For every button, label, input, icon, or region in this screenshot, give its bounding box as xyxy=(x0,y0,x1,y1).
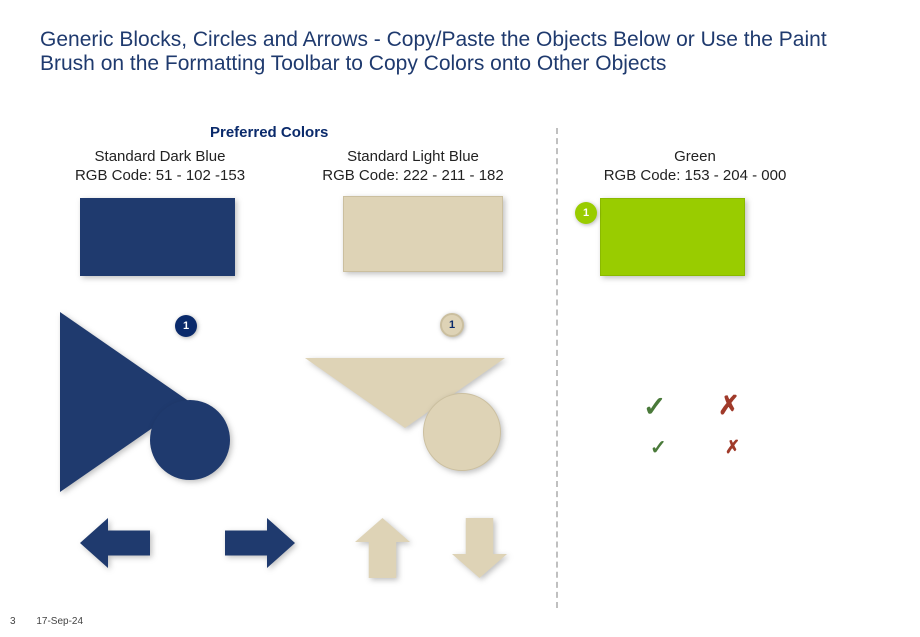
tan-arrow-down xyxy=(452,518,507,578)
column-label-green: Green RGB Code: 153 - 204 - 000 xyxy=(585,148,805,186)
column-label-dark-blue: Standard Dark Blue RGB Code: 51 - 102 -1… xyxy=(60,148,260,186)
preferred-colors-heading: Preferred Colors xyxy=(210,124,328,141)
tan-arrow-up xyxy=(355,518,410,578)
light-blue-code: RGB Code: 222 - 211 - 182 xyxy=(308,167,518,186)
dark-arrow-left xyxy=(80,518,150,568)
tan-badge: 1 xyxy=(440,313,464,337)
cross-icon-small: ✗ xyxy=(725,437,740,458)
column-label-light-blue: Standard Light Blue RGB Code: 222 - 211 … xyxy=(308,148,518,186)
light-blue-name: Standard Light Blue xyxy=(308,148,518,167)
tan-circle xyxy=(423,393,501,471)
green-rectangle xyxy=(600,198,745,276)
tan-rectangle xyxy=(343,196,503,272)
dark-blue-code: RGB Code: 51 - 102 -153 xyxy=(60,167,260,186)
green-name: Green xyxy=(585,148,805,167)
check-icon-small: ✓ xyxy=(650,435,667,460)
vertical-divider xyxy=(556,128,558,608)
check-icon-large: ✓ xyxy=(643,390,666,423)
green-badge: 1 xyxy=(575,202,597,224)
green-code: RGB Code: 153 - 204 - 000 xyxy=(585,167,805,186)
slide-footer: 3 17-Sep-24 xyxy=(10,616,101,627)
dark-blue-circle xyxy=(150,400,230,480)
dark-blue-rectangle xyxy=(80,198,235,276)
footer-date: 17-Sep-24 xyxy=(36,616,83,627)
cross-icon-large: ✗ xyxy=(718,390,740,421)
page-number: 3 xyxy=(10,616,16,627)
slide-title: Generic Blocks, Circles and Arrows - Cop… xyxy=(40,28,880,76)
dark-blue-name: Standard Dark Blue xyxy=(60,148,260,167)
dark-arrow-right xyxy=(225,518,295,568)
